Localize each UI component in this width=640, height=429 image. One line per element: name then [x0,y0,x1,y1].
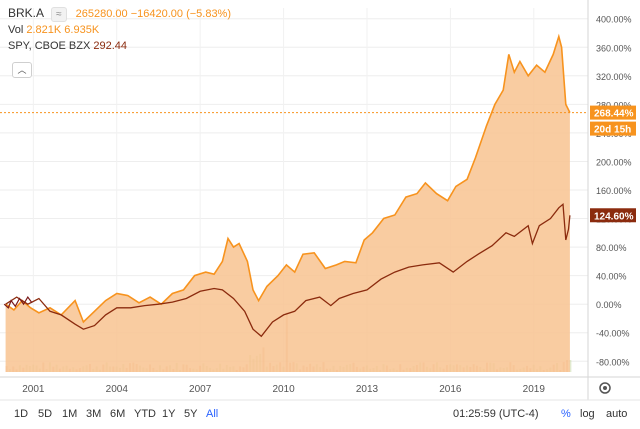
legend-compare: SPY, CBOE BZX 292.44 [8,40,127,52]
range-3m-button[interactable]: 3M [86,408,102,420]
countdown-badge: 20d 15h [594,125,631,136]
x-tick-label: 2004 [106,384,129,395]
y-tick-label: 400.00% [596,15,632,25]
y-axis: -80.00%-40.00%0.00%40.00%80.00%120.00%16… [587,0,632,400]
y-tick-label: 200.00% [596,157,632,167]
vol-label: Vol [8,24,24,36]
range-1y-button[interactable]: 1Y [162,408,176,420]
spy-series-line[interactable] [5,202,571,338]
x-tick-label: 2010 [272,384,295,395]
legend-main: BRK.A ≈ 265280.00 −16420.00 (−5.83%) [8,6,231,22]
compare-price: 292.44 [93,40,128,52]
y-tick-label: 80.00% [596,243,627,253]
vol-value-1: 2.821K [26,24,62,36]
x-tick-label: 2019 [523,384,546,395]
range-5y-button[interactable]: 5Y [184,408,198,420]
brk-area-fill [5,36,570,372]
volume-bar [569,360,572,372]
spy-last-badge-bg [590,208,636,223]
legend-symbol[interactable]: BRK.A [8,6,45,20]
legend-volume: Vol 2.821K 6.935K [8,24,99,36]
y-tick-label: 320.00% [596,72,632,82]
gear-icon[interactable] [599,382,611,394]
x-tick-label: 2016 [439,384,462,395]
range-6m-button[interactable]: 6M [110,408,126,420]
brk-last-badge: 268.44% [594,109,634,120]
series-layer [0,33,588,372]
x-tick-label: 2001 [22,384,45,395]
x-tick-label: 2007 [189,384,212,395]
bottom-toolbar: 1D 5D 1M 3M 6M YTD 1Y 5Y All 01:25:59 (U… [0,400,640,429]
y-tick-label: -80.00% [596,357,630,367]
y-tick-label: 40.00% [596,272,627,282]
chevron-up-icon: ︿ [17,65,27,75]
y-tick-label: 280.00% [596,100,632,110]
spy-last-badge: 124.60% [594,211,634,222]
range-1d-button[interactable]: 1D [14,408,29,420]
percent-scale-button[interactable]: % [561,408,571,420]
legend-price: 265280.00 [75,8,128,20]
y-tick-label: -40.00% [596,329,630,339]
y-tick-label: 360.00% [596,43,632,53]
brk-series-line[interactable] [5,33,571,324]
range-1m-button[interactable]: 1M [62,408,78,420]
clock-label[interactable]: 01:25:59 (UTC-4) [453,408,539,420]
log-scale-button[interactable]: log [580,408,595,420]
countdown-badge-bg [590,121,636,136]
auto-scale-button[interactable]: auto [606,408,628,420]
collapse-legend-button[interactable]: ︿ [12,62,32,78]
y-tick-label: 160.00% [596,186,632,196]
range-ytd-button[interactable]: YTD [134,408,156,420]
approx-toggle-icon[interactable]: ≈ [51,7,67,22]
vol-value-2: 6.935K [64,24,100,36]
price-badges: 268.44% 20d 15h 124.60% [590,105,636,223]
compare-symbol[interactable]: SPY, CBOE BZX [8,40,91,52]
x-tick-label: 2013 [356,384,379,395]
legend-change: −16420.00 (−5.83%) [130,8,232,20]
y-tick-label: 0.00% [596,300,622,310]
range-5d-button[interactable]: 5D [38,408,53,420]
x-axis: 2001 2004 2007 2010 2013 2016 2019 [0,376,640,401]
early-series-line [3,296,33,309]
brk-last-badge-bg [590,105,636,120]
range-all-button[interactable]: All [206,408,219,420]
